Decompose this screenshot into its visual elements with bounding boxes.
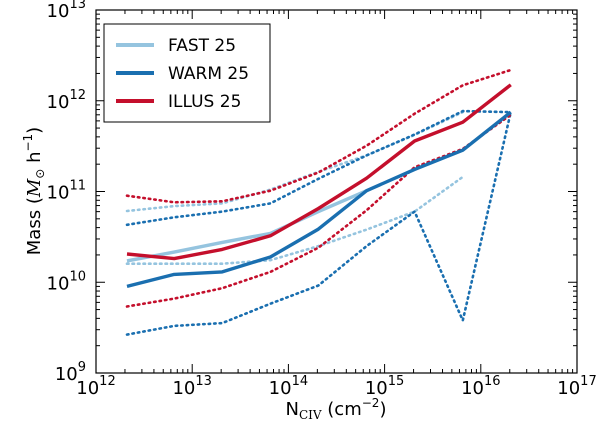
- legend-label-illus-25: ILLUS 25: [168, 92, 241, 112]
- y-tick-label: 109: [55, 360, 86, 385]
- x-tick-label: 1012: [76, 374, 115, 399]
- y-tick-label: 1010: [47, 269, 86, 294]
- x-tick-label: 1015: [365, 374, 404, 399]
- y-tick-label: 1013: [47, 0, 86, 22]
- ticks-layer: [95, 9, 578, 374]
- x-tick-label: 1016: [461, 374, 500, 399]
- fast-25-median-line: [126, 189, 368, 263]
- x-tick-label: 1013: [172, 374, 211, 399]
- x-tick-label: 1017: [557, 374, 596, 399]
- y-axis-label: Mass (M⊙ h−1): [21, 127, 47, 255]
- y-tick-label: 1011: [47, 179, 86, 204]
- x-tick-label: 1014: [269, 374, 308, 399]
- legend-label-warm-25: WARM 25: [168, 64, 249, 84]
- legend: FAST 25 WARM 25 ILLUS 25: [103, 23, 271, 123]
- series-layer: [125, 68, 513, 336]
- warm-25-median-line: [126, 110, 512, 289]
- plot-frame: [95, 9, 578, 374]
- warm-25-upper-percentile-line: [125, 109, 513, 227]
- legend-label-fast-25: FAST 25: [168, 36, 236, 56]
- fast-25-lower-percentile-line: [125, 175, 465, 265]
- y-tick-label: 1012: [47, 88, 86, 113]
- x-axis-label-sub: CIV: [299, 408, 322, 422]
- tick-labels: 1012 1013 1014 1015 1016 1017 109 1010 1011 1012 1…: [47, 0, 597, 399]
- warm-25-lower-percentile-line: [125, 110, 513, 336]
- illus-25-median-line: [126, 83, 512, 261]
- x-axis-label: NCIV (cm−2): [286, 396, 387, 422]
- illus-25-upper-percentile-line: [125, 68, 513, 204]
